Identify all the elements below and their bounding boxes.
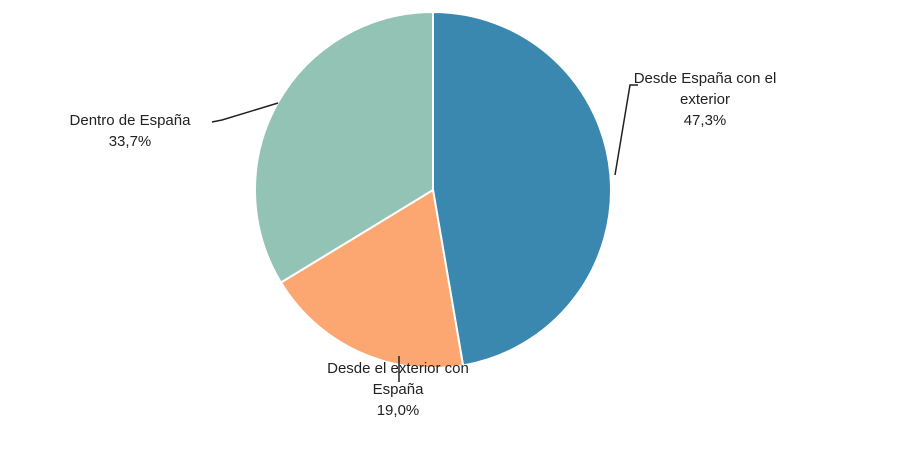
value-label: 33,7% — [108, 133, 152, 150]
value-label: 19,0% — [376, 402, 420, 419]
category-label: Desde España con el exterior — [633, 70, 777, 108]
slice-label: Desde el exterior con España 19,0% — [318, 358, 478, 421]
pie-slice — [432, 10, 612, 367]
category-label: Dentro de España — [69, 112, 191, 129]
slice-label: Desde España con el exterior 47,3% — [615, 68, 795, 131]
category-label: Desde el exterior con España — [327, 360, 469, 398]
leader-line — [211, 102, 279, 123]
leader-line — [614, 84, 638, 176]
pie-slice — [279, 188, 465, 369]
value-label: 47,3% — [683, 112, 727, 129]
slice-label: Dentro de España 33,7% — [40, 110, 220, 152]
